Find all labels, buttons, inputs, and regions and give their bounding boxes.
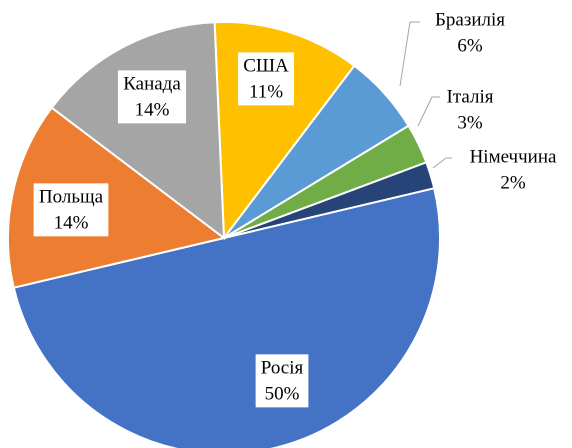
label-box bbox=[117, 70, 187, 124]
data-label: Німеччина 2% bbox=[432, 146, 557, 193]
data-label: США 11% bbox=[238, 52, 294, 106]
data-label: Італія 3% bbox=[417, 86, 494, 133]
label-box bbox=[238, 52, 294, 106]
pie-slice bbox=[12, 187, 441, 448]
pie-slice bbox=[7, 106, 227, 289]
label-name: Бразилія bbox=[435, 9, 505, 30]
leader-line bbox=[432, 157, 452, 169]
label-value: 6% bbox=[457, 35, 483, 56]
data-label: Польща 14% bbox=[33, 183, 109, 237]
label-name: Італія bbox=[447, 86, 494, 107]
label-box bbox=[255, 354, 309, 408]
leader-line bbox=[399, 21, 420, 87]
label-value: 3% bbox=[457, 112, 483, 133]
leader-line bbox=[417, 96, 440, 127]
label-name: Польща bbox=[39, 186, 104, 207]
label-value: 14% bbox=[54, 212, 89, 233]
label-value: 50% bbox=[265, 383, 300, 404]
label-name: Канада bbox=[123, 73, 181, 94]
label-name: США bbox=[243, 55, 289, 76]
label-value: 2% bbox=[500, 172, 526, 193]
data-label: Росія 50% bbox=[255, 354, 309, 408]
label-box bbox=[33, 183, 109, 237]
data-label: Бразилія 6% bbox=[399, 9, 505, 87]
label-name: Росія bbox=[261, 357, 304, 378]
label-name: Німеччина bbox=[470, 146, 557, 167]
label-value: 14% bbox=[135, 99, 170, 120]
label-value: 11% bbox=[249, 81, 283, 102]
data-label: Канада 14% bbox=[117, 70, 187, 124]
